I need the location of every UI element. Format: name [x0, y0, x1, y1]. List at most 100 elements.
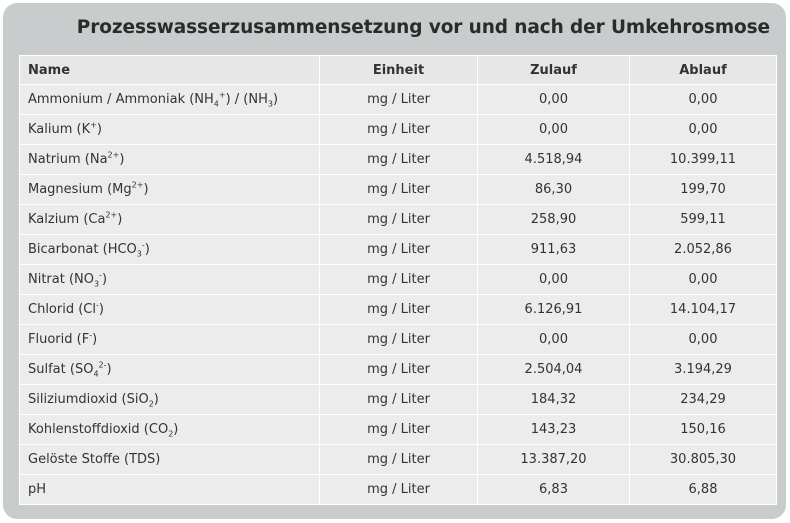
- name-fragment: Siliziumdioxid (SiO: [28, 392, 149, 407]
- name-fragment: Sulfat (SO: [28, 362, 94, 377]
- name-fragment: 2: [168, 429, 174, 439]
- name-fragment: ): [92, 332, 98, 347]
- name-fragment: -: [141, 240, 145, 250]
- cell-zulauf: 0,00: [477, 324, 630, 355]
- cell-unit: mg / Liter: [319, 264, 478, 295]
- table-row: Natrium (Na2+) mg / Liter 4.518,94 10.399,1…: [19, 144, 777, 175]
- cell-unit: mg / Liter: [319, 204, 478, 235]
- name-fragment: ): [102, 272, 108, 287]
- name-fragment: -: [95, 300, 99, 310]
- name-fragment: -: [89, 330, 93, 340]
- name-fragment: 4: [93, 369, 99, 379]
- cell-zulauf: 258,90: [477, 204, 630, 235]
- table-row: Ammonium / Ammoniak (NH4+) / (NH3) mg / L…: [19, 84, 777, 115]
- page-title: Prozesswasserzusammensetzung vor und nac…: [76, 17, 770, 38]
- name-fragment: ): [119, 152, 125, 167]
- name-fragment: Fluorid (F: [28, 332, 90, 347]
- cell-name: Ammonium / Ammoniak (NH4+) / (NH3): [19, 84, 320, 115]
- name-fragment: Chlorid (Cl: [28, 302, 96, 317]
- cell-name: Bicarbonat (HCO3-): [19, 234, 320, 265]
- cell-ablauf: 234,29: [629, 384, 777, 415]
- cell-unit: mg / Liter: [319, 114, 478, 145]
- table-row: Kohlenstoffdioxid (CO2) mg / Liter 143,23 1…: [19, 414, 777, 445]
- cell-unit: mg / Liter: [319, 144, 478, 175]
- cell-name: Magnesium (Mg2+): [19, 174, 320, 205]
- name-fragment: +: [90, 120, 97, 130]
- column-header-zulauf: Zulauf: [477, 55, 630, 85]
- cell-ablauf: 2.052,86: [629, 234, 777, 265]
- name-fragment: 2+: [107, 150, 120, 160]
- cell-ablauf: 199,70: [629, 174, 777, 205]
- name-fragment: Magnesium (Mg: [28, 182, 132, 197]
- name-fragment: 3: [136, 249, 142, 259]
- cell-ablauf: 10.399,11: [629, 144, 777, 175]
- table-panel: Prozesswasserzusammensetzung vor und nac…: [3, 3, 786, 519]
- cell-ablauf: 0,00: [629, 264, 777, 295]
- name-fragment: 2+: [131, 180, 144, 190]
- name-fragment: ): [117, 212, 123, 227]
- cell-zulauf: 0,00: [477, 264, 630, 295]
- column-header-einheit: Einheit: [319, 55, 478, 85]
- name-fragment: ): [144, 242, 150, 257]
- cell-name: Fluorid (F-): [19, 324, 320, 355]
- cell-zulauf: 0,00: [477, 84, 630, 115]
- name-fragment: Kohlenstoffdioxid (CO: [28, 422, 169, 437]
- cell-unit: mg / Liter: [319, 474, 478, 505]
- name-fragment: Ammonium / Ammoniak (NH: [28, 92, 214, 107]
- cell-name: Sulfat (SO42-): [19, 354, 320, 385]
- cell-zulauf: 911,63: [477, 234, 630, 265]
- name-fragment: Kalzium (Ca: [28, 212, 106, 227]
- name-fragment: ): [98, 302, 104, 317]
- cell-name: Kalium (K+): [19, 114, 320, 145]
- cell-ablauf: 150,16: [629, 414, 777, 445]
- name-fragment: pH: [28, 482, 47, 497]
- cell-name: Gelöste Stoffe (TDS): [19, 444, 320, 475]
- name-fragment: 2+: [105, 210, 118, 220]
- name-fragment: ): [272, 92, 279, 107]
- column-header-ablauf: Ablauf: [629, 55, 777, 85]
- table-row: Gelöste Stoffe (TDS) mg / Liter 13.387,20 3…: [19, 444, 777, 475]
- name-fragment: ): [96, 122, 102, 137]
- cell-unit: mg / Liter: [319, 174, 478, 205]
- cell-zulauf: 143,23: [477, 414, 630, 445]
- name-fragment: 3: [267, 99, 273, 109]
- table-row: Siliziumdioxid (SiO2) mg / Liter 184,32 234…: [19, 384, 777, 415]
- table-header-row: Name Einheit Zulauf Ablauf: [19, 55, 777, 85]
- name-fragment: +: [218, 90, 226, 100]
- name-fragment: ): [106, 362, 112, 377]
- name-fragment: ): [173, 422, 179, 437]
- cell-unit: mg / Liter: [319, 444, 478, 475]
- name-fragment: 2-: [98, 360, 107, 370]
- cell-name: Kohlenstoffdioxid (CO2): [19, 414, 320, 445]
- cell-name: Chlorid (Cl-): [19, 294, 320, 325]
- cell-zulauf: 184,32: [477, 384, 630, 415]
- cell-name: Nitrat (NO3-): [19, 264, 320, 295]
- cell-ablauf: 14.104,17: [629, 294, 777, 325]
- table-row: Sulfat (SO42-) mg / Liter 2.504,04 3.194,29: [19, 354, 777, 385]
- cell-ablauf: 0,00: [629, 84, 777, 115]
- name-fragment: Kalium (K: [28, 122, 91, 137]
- cell-name: Kalzium (Ca2+): [19, 204, 320, 235]
- table-row: Fluorid (F-) mg / Liter 0,00 0,00: [19, 324, 777, 355]
- cell-zulauf: 86,30: [477, 174, 630, 205]
- cell-name: pH: [19, 474, 320, 505]
- table-body: Ammonium / Ammoniak (NH4+) / (NH3) mg / L…: [19, 84, 777, 505]
- cell-ablauf: 0,00: [629, 324, 777, 355]
- name-fragment: -: [99, 270, 102, 280]
- name-fragment: Nitrat (NO: [28, 272, 95, 287]
- cell-unit: mg / Liter: [319, 384, 478, 415]
- table-row: Chlorid (Cl-) mg / Liter 6.126,91 14.104,17: [19, 294, 777, 325]
- name-fragment: Gelöste Stoffe (TDS): [28, 452, 161, 467]
- table-row: Kalium (K+) mg / Liter 0,00 0,00: [19, 114, 777, 145]
- cell-ablauf: 0,00: [629, 114, 777, 145]
- name-fragment: 3: [94, 279, 100, 289]
- cell-ablauf: 3.194,29: [629, 354, 777, 385]
- name-fragment: 2: [148, 399, 154, 409]
- cell-name: Siliziumdioxid (SiO2): [19, 384, 320, 415]
- table-row: Magnesium (Mg2+) mg / Liter 86,30 199,70: [19, 174, 777, 205]
- name-fragment: ) / (NH: [225, 92, 268, 107]
- cell-unit: mg / Liter: [319, 414, 478, 445]
- name-fragment: 4: [213, 99, 219, 109]
- table-row: pH mg / Liter 6,83 6,88: [19, 474, 777, 505]
- cell-name: Natrium (Na2+): [19, 144, 320, 175]
